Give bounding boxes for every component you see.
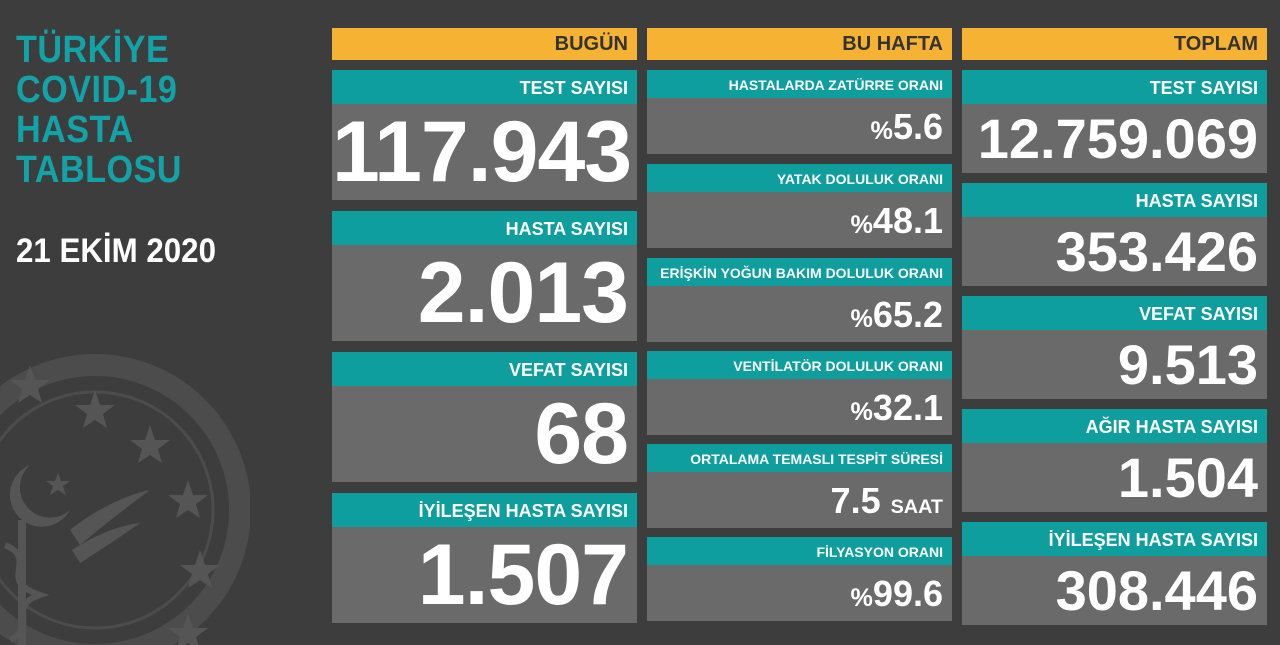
- rate-card: HASTALARDA ZATÜRRE ORANI %5.6: [647, 70, 952, 154]
- percent-sign: %: [850, 584, 873, 612]
- rate-label: YATAK DOLULUK ORANI: [647, 164, 952, 192]
- rate-card: VENTİLATÖR DOLULUK ORANI %32.1: [647, 351, 952, 435]
- today-column: BUGÜN TEST SAYISI 117.943 HASTA SAYISI 2…: [332, 28, 637, 623]
- percent-sign: %: [850, 305, 873, 333]
- title-line: TABLOSU: [16, 149, 182, 191]
- rate-label: HASTALARDA ZATÜRRE ORANI: [647, 70, 952, 98]
- title-line: TÜRKİYE: [16, 29, 170, 71]
- stat-label: VEFAT SAYISI: [332, 352, 637, 386]
- column-header: BU HAFTA: [647, 28, 952, 60]
- stat-value: 2.013: [332, 245, 637, 341]
- stat-value: 12.759.069: [962, 104, 1267, 173]
- rate-number: 65.2: [872, 294, 943, 335]
- rate-value: %65.2: [647, 286, 952, 342]
- rate-card: YATAK DOLULUK ORANI %48.1: [647, 164, 952, 248]
- column-header: TOPLAM: [962, 28, 1267, 60]
- column-header: BUGÜN: [332, 28, 637, 60]
- stat-label: İYİLEŞEN HASTA SAYISI: [962, 522, 1267, 556]
- stat-card: AĞIR HASTA SAYISI 1.504: [962, 409, 1267, 512]
- rate-number: 48.1: [872, 200, 943, 241]
- stat-card: İYİLEŞEN HASTA SAYISI 1.507: [332, 493, 637, 623]
- stat-label: TEST SAYISI: [962, 70, 1267, 104]
- report-date: 21 EKİM 2020: [16, 232, 216, 270]
- stat-card: TEST SAYISI 117.943: [332, 70, 637, 200]
- stat-label: HASTA SAYISI: [332, 211, 637, 245]
- stat-value: 353.426: [962, 217, 1267, 286]
- rate-number: 99.6: [872, 573, 943, 614]
- stat-label: İYİLEŞEN HASTA SAYISI: [332, 493, 637, 527]
- rate-card: FİLYASYON ORANI %99.6: [647, 537, 952, 621]
- stat-value: 1.504: [962, 443, 1267, 512]
- stat-label: VEFAT SAYISI: [962, 296, 1267, 330]
- stat-label: TEST SAYISI: [332, 70, 637, 104]
- rate-value: %32.1: [647, 379, 952, 435]
- stat-card: HASTA SAYISI 353.426: [962, 183, 1267, 286]
- rate-card: ERİŞKİN YOĞUN BAKIM DOLULUK ORANI %65.2: [647, 258, 952, 342]
- title-line: HASTA: [16, 109, 134, 151]
- stat-card: TEST SAYISI 12.759.069: [962, 70, 1267, 173]
- rate-label: FİLYASYON ORANI: [647, 537, 952, 565]
- rate-value: %5.6: [647, 98, 952, 154]
- page-title: TÜRKİYE COVID-19 HASTA TABLOSU: [16, 30, 200, 190]
- rate-number: 5.6: [892, 106, 943, 147]
- rate-card: ORTALAMA TEMASLI TESPİT SÜRESİ 7.5 SAAT: [647, 444, 952, 528]
- stat-label: AĞIR HASTA SAYISI: [962, 409, 1267, 443]
- rate-value: %48.1: [647, 192, 952, 248]
- title-line: COVID-19: [16, 69, 178, 111]
- stat-value: 9.513: [962, 330, 1267, 399]
- rate-value: 7.5 SAAT: [647, 472, 952, 528]
- stat-value: 68: [332, 386, 637, 482]
- rate-label: ERİŞKİN YOĞUN BAKIM DOLULUK ORANI: [647, 258, 952, 286]
- rate-label: ORTALAMA TEMASLI TESPİT SÜRESİ: [647, 444, 952, 472]
- unit-label: SAAT: [890, 496, 943, 518]
- stat-card: İYİLEŞEN HASTA SAYISI 308.446: [962, 522, 1267, 625]
- stat-card: HASTA SAYISI 2.013: [332, 211, 637, 341]
- stat-label: HASTA SAYISI: [962, 183, 1267, 217]
- stat-card: VEFAT SAYISI 68: [332, 352, 637, 482]
- week-column: BU HAFTA HASTALARDA ZATÜRRE ORANI %5.6 Y…: [647, 28, 952, 621]
- stat-value: 308.446: [962, 556, 1267, 625]
- percent-sign: %: [850, 398, 873, 426]
- stat-value: 1.507: [332, 527, 637, 623]
- total-column: TOPLAM TEST SAYISI 12.759.069 HASTA SAYI…: [962, 28, 1267, 625]
- stat-card: VEFAT SAYISI 9.513: [962, 296, 1267, 399]
- ministry-emblem-icon: [0, 354, 250, 645]
- rate-number: 32.1: [872, 387, 943, 428]
- percent-sign: %: [850, 211, 873, 239]
- percent-sign: %: [870, 117, 893, 145]
- rate-number: 7.5: [830, 480, 881, 521]
- stat-value: 117.943: [332, 104, 637, 200]
- rate-label: VENTİLATÖR DOLULUK ORANI: [647, 351, 952, 379]
- rate-value: %99.6: [647, 565, 952, 621]
